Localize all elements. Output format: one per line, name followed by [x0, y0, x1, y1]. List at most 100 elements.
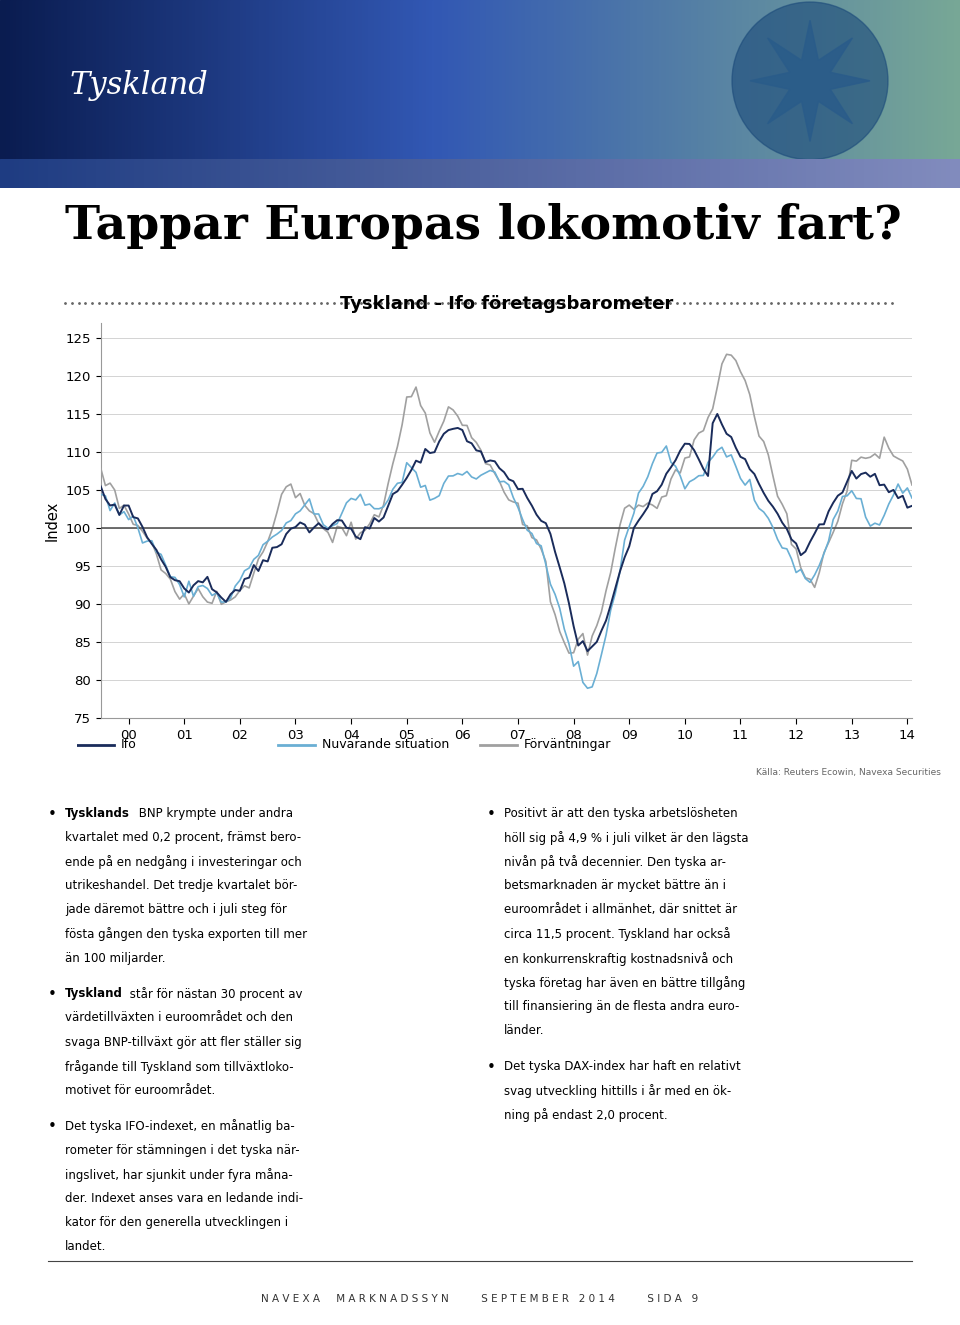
Bar [283, 159, 289, 188]
Bar [180, 0, 183, 162]
Bar [518, 0, 522, 162]
Text: fösta gången den tyska exporten till mer: fösta gången den tyska exporten till mer [65, 927, 307, 942]
Bar [852, 0, 855, 162]
Bar [324, 0, 327, 162]
Bar [93, 0, 97, 162]
Bar [160, 0, 164, 162]
Bar [621, 0, 625, 162]
Text: frågande till Tyskland som tillväxtloko-: frågande till Tyskland som tillväxtloko- [65, 1060, 294, 1073]
Bar [624, 0, 628, 162]
Text: står för nästan 30 procent av: står för nästan 30 procent av [126, 987, 302, 1002]
Bar [38, 159, 44, 188]
Bar [276, 0, 279, 162]
Bar [499, 159, 505, 188]
Bar [636, 0, 641, 162]
Bar [322, 159, 327, 188]
Bar [427, 159, 433, 188]
Bar [379, 159, 385, 188]
Bar [564, 0, 567, 162]
Bar [480, 159, 486, 188]
Bar [192, 159, 198, 188]
Bar [819, 0, 824, 162]
Text: tyska företag har även en bättre tillgång: tyska företag har även en bättre tillgån… [504, 975, 745, 990]
Bar [285, 0, 289, 162]
Bar [435, 0, 440, 162]
Bar [365, 159, 371, 188]
Bar [677, 159, 683, 188]
Bar [669, 0, 673, 162]
Bar [370, 159, 375, 188]
Bar [701, 159, 707, 188]
Bar [106, 0, 109, 162]
Bar [710, 159, 716, 188]
Bar [281, 0, 286, 162]
Bar [432, 0, 436, 162]
Bar [29, 0, 33, 162]
Bar [691, 0, 695, 162]
Bar [936, 159, 942, 188]
Bar [112, 0, 116, 162]
Bar [0, 159, 6, 188]
Bar [893, 159, 899, 188]
Bar [771, 0, 776, 162]
Bar [617, 0, 622, 162]
Bar [727, 0, 731, 162]
Text: •: • [48, 987, 57, 1002]
Bar [525, 0, 529, 162]
Bar [468, 0, 471, 162]
Bar [859, 159, 865, 188]
Bar [67, 159, 73, 188]
Bar [496, 0, 500, 162]
Bar [48, 0, 52, 162]
Text: betsmarknaden är mycket bättre än i: betsmarknaden är mycket bättre än i [504, 880, 726, 892]
Bar [84, 0, 87, 162]
Bar [115, 0, 119, 162]
Bar [749, 159, 755, 188]
Text: Ifo: Ifo [121, 738, 136, 751]
Bar [605, 159, 611, 188]
Bar [19, 159, 25, 188]
Bar [953, 0, 958, 162]
Bar [662, 159, 668, 188]
Bar [216, 159, 222, 188]
Text: kator för den generella utvecklingen i: kator för den generella utvecklingen i [65, 1216, 288, 1230]
Bar [403, 0, 407, 162]
Bar [502, 0, 507, 162]
Bar [883, 159, 889, 188]
Text: der. Indexet anses vara en ledande indi-: der. Indexet anses vara en ledande indi- [65, 1192, 303, 1204]
Bar [240, 159, 246, 188]
Text: värdetillväxten i euroområdet och den: värdetillväxten i euroområdet och den [65, 1011, 294, 1024]
Bar [110, 159, 116, 188]
Text: Det tyska IFO-indexet, en månatlig ba-: Det tyska IFO-indexet, en månatlig ba- [65, 1120, 295, 1133]
Bar [326, 0, 330, 162]
Bar [562, 159, 567, 188]
Bar [566, 0, 570, 162]
Text: Tysklands: Tysklands [65, 807, 131, 820]
Bar [139, 159, 145, 188]
Bar [768, 159, 774, 188]
Bar [948, 0, 951, 162]
Bar [886, 0, 891, 162]
Text: Tappar Europas lokomotiv fart?: Tappar Europas lokomotiv fart? [65, 204, 902, 249]
Bar [874, 159, 879, 188]
Bar [26, 0, 30, 162]
Text: kvartalet med 0,2 procent, främst bero-: kvartalet med 0,2 procent, främst bero- [65, 831, 301, 844]
Bar [922, 0, 925, 162]
Bar [394, 159, 399, 188]
Bar [926, 159, 932, 188]
Bar [483, 0, 488, 162]
Bar [446, 159, 452, 188]
Bar [878, 159, 884, 188]
Bar [230, 0, 234, 162]
Bar [806, 159, 812, 188]
Bar [912, 0, 916, 162]
Bar [304, 0, 308, 162]
Bar [557, 0, 561, 162]
Text: •: • [487, 807, 495, 822]
Bar [509, 159, 515, 188]
Bar [226, 159, 231, 188]
Bar [730, 0, 733, 162]
Bar [717, 0, 721, 162]
Bar [720, 159, 726, 188]
Bar [202, 159, 207, 188]
